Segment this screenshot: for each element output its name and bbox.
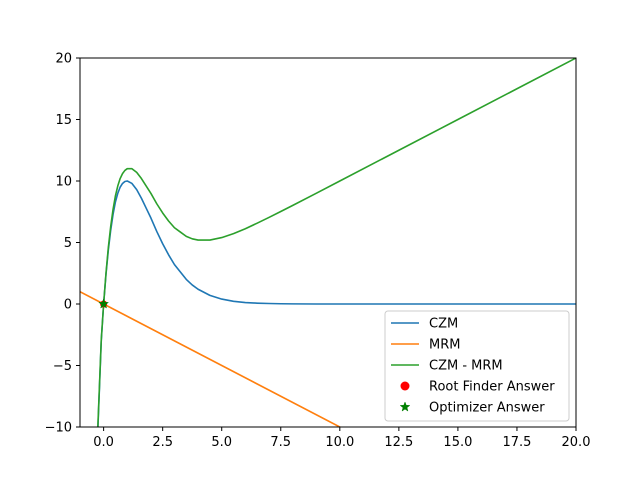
czm-mrm-line: [97, 58, 576, 427]
y-tick-label: 20: [55, 52, 72, 67]
legend-symbol-root-finder-answer: [400, 381, 410, 391]
legend-label-czm: CZM: [429, 317, 458, 332]
x-tick-label: 2.5: [152, 435, 173, 450]
mrm-line: [80, 290, 341, 427]
x-tick-label: 20.0: [562, 435, 591, 450]
czm-line: [97, 180, 576, 427]
y-tick-label: −5: [53, 359, 72, 374]
y-axis: −10 −5 0 5 10 15 20: [45, 52, 80, 436]
y-tick-label: 10: [55, 175, 72, 190]
x-tick-label: 12.5: [384, 435, 413, 450]
legend-label-root-finder-answer: Root Finder Answer: [429, 380, 555, 395]
x-tick-label: 15.0: [443, 435, 472, 450]
legend-label-czm-mrm: CZM - MRM: [429, 359, 503, 374]
x-tick-label: 0.0: [93, 435, 114, 450]
x-tick-label: 5.0: [211, 435, 232, 450]
x-tick-label: 10.0: [325, 435, 354, 450]
y-tick-label: 0: [64, 298, 72, 313]
legend: CZM MRM CZM - MRM Root Finder Answer Optimiz…: [384, 310, 570, 422]
y-tick-label: 5: [64, 236, 72, 251]
x-axis: 0.0 2.5 5.0 7.5 10.0 12.5 15.0 17.5 20.0: [93, 427, 590, 450]
x-tick-label: 7.5: [270, 435, 291, 450]
optimizer-answer-point: [98, 298, 110, 309]
y-tick-label: −10: [45, 421, 72, 436]
y-tick-label: 15: [55, 113, 72, 128]
legend-label-optimizer-answer: Optimizer Answer: [429, 401, 545, 416]
x-tick-label: 17.5: [502, 435, 531, 450]
series-layer: [80, 58, 576, 427]
legend-box: [384, 310, 570, 422]
legend-label-mrm: MRM: [429, 338, 460, 353]
legend-symbol-optimizer-answer: [399, 401, 411, 412]
